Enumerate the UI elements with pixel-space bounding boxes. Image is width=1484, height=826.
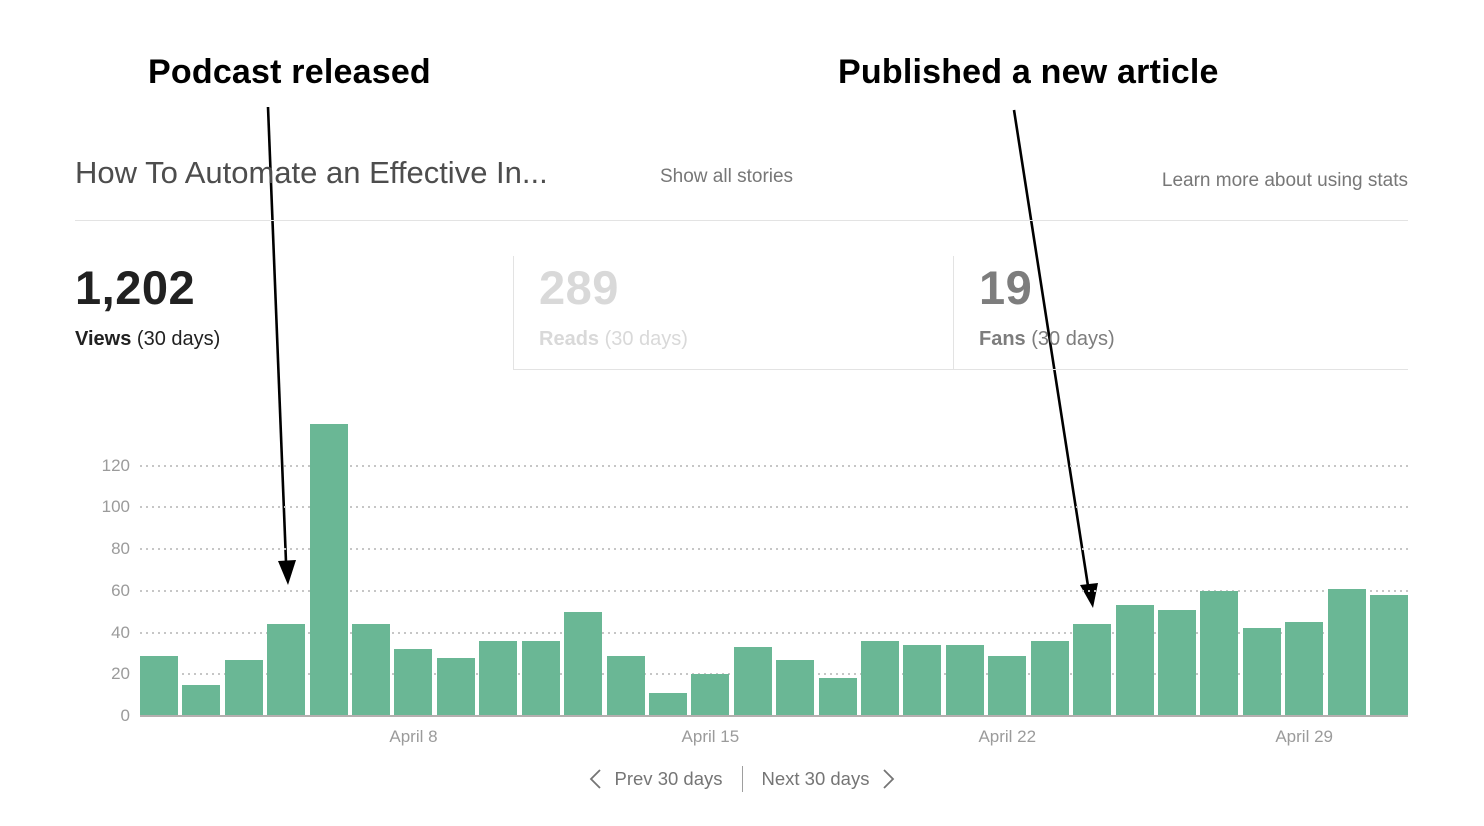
fans-label-text: Fans [979, 328, 1026, 350]
y-tick-label-0: 0 [120, 706, 130, 725]
reads-value: 289 [539, 261, 619, 314]
bar-april-18[interactable] [818, 678, 857, 716]
bar-april-9[interactable] [436, 657, 475, 716]
bar-april-29[interactable] [1285, 622, 1324, 716]
gridline-20 [140, 673, 1408, 676]
gridline-100 [140, 506, 1408, 509]
bar-april-23[interactable] [1030, 640, 1069, 716]
bar-april-21[interactable] [945, 645, 984, 716]
bar-april-15[interactable] [691, 674, 730, 716]
nav-divider [741, 766, 743, 792]
bar-april-3[interactable] [182, 684, 221, 716]
x-axis-baseline [140, 715, 1408, 717]
bar-may-1[interactable] [1370, 595, 1408, 716]
y-tick-label-40: 40 [111, 622, 130, 642]
x-tick-label-april-15: April 15 [681, 727, 740, 746]
x-tick-label-april-22: April 22 [978, 727, 1037, 746]
next-label: Next 30 days [761, 768, 870, 789]
reads-label: Reads (30 days) [539, 328, 953, 351]
stat-fans[interactable]: 19 Fans (30 days) [953, 256, 1408, 370]
y-axis: 0 20 40 60 80 100 120 [55, 424, 130, 724]
annotation-podcast-released: Podcast released [148, 53, 431, 91]
show-all-stories-link[interactable]: Show all stories [660, 166, 794, 187]
date-range-nav: Prev 30 days Next 30 days [0, 766, 1484, 792]
gridline-40 [140, 631, 1408, 634]
annotation-published-article: Published a new article [838, 53, 1219, 91]
gridline-80 [140, 548, 1408, 551]
stat-reads[interactable]: 289 Reads (30 days) [513, 256, 953, 370]
bar-april-10[interactable] [479, 640, 518, 716]
bar-april-19[interactable] [861, 640, 900, 716]
bar-april-14[interactable] [648, 693, 687, 716]
bar-april-7[interactable] [352, 624, 391, 716]
reads-label-text: Reads [539, 328, 600, 350]
y-tick-label-80: 80 [111, 539, 130, 559]
bar-april-24[interactable] [1073, 624, 1112, 716]
bar-april-25[interactable] [1115, 605, 1154, 716]
bar-april-28[interactable] [1242, 628, 1281, 716]
bar-april-12[interactable] [564, 611, 603, 716]
bar-april-20[interactable] [903, 645, 942, 716]
learn-more-link[interactable]: Learn more about using stats [1161, 170, 1408, 191]
bar-april-26[interactable] [1157, 609, 1196, 716]
bar-april-22[interactable] [988, 655, 1027, 716]
views-label-text: Views [75, 328, 132, 350]
bar-april-27[interactable] [1200, 590, 1239, 716]
gridline-60 [140, 589, 1408, 592]
header-divider [75, 220, 1408, 221]
y-tick-label-20: 20 [111, 664, 130, 684]
bar-april-5[interactable] [267, 624, 306, 716]
gridline-120 [140, 464, 1408, 467]
chevron-right-icon [883, 769, 895, 789]
prev-label: Prev 30 days [614, 768, 723, 789]
fans-period-text: (30 days) [1031, 328, 1115, 350]
y-tick-label-100: 100 [101, 497, 130, 517]
prev-30-days-button[interactable]: Prev 30 days [589, 768, 723, 790]
views-value: 1,202 [75, 261, 196, 314]
stats-row: 1,202 Views (30 days) 289 Reads (30 days… [75, 256, 1408, 370]
reads-period-text: (30 days) [604, 328, 688, 350]
x-tick-label-april-29: April 29 [1275, 727, 1333, 746]
x-axis: April 8 April 15 April 22 April 29 [140, 727, 1408, 751]
bar-april-11[interactable] [521, 640, 560, 716]
bar-april-16[interactable] [733, 647, 772, 716]
chevron-left-icon [589, 769, 601, 789]
bar-plot [140, 424, 1408, 716]
views-period-text: (30 days) [136, 328, 221, 350]
bar-april-13[interactable] [606, 655, 645, 716]
bar-april-30[interactable] [1327, 588, 1366, 716]
views-label: Views (30 days) [75, 328, 513, 351]
fans-label: Fans (30 days) [979, 328, 1408, 351]
bar-april-8[interactable] [394, 649, 433, 716]
fans-value: 19 [979, 261, 1033, 314]
bar-april-4[interactable] [224, 659, 263, 716]
bar-april-17[interactable] [776, 659, 815, 716]
bar-april-6[interactable] [309, 424, 348, 716]
y-tick-label-120: 120 [101, 455, 130, 475]
y-tick-label-60: 60 [111, 580, 130, 600]
stat-views[interactable]: 1,202 Views (30 days) [75, 256, 513, 370]
x-tick-label-april-8: April 8 [389, 727, 438, 746]
story-title[interactable]: How To Automate an Effective In... [75, 155, 548, 190]
next-30-days-button[interactable]: Next 30 days [762, 768, 896, 790]
bar-april-2[interactable] [140, 655, 178, 716]
